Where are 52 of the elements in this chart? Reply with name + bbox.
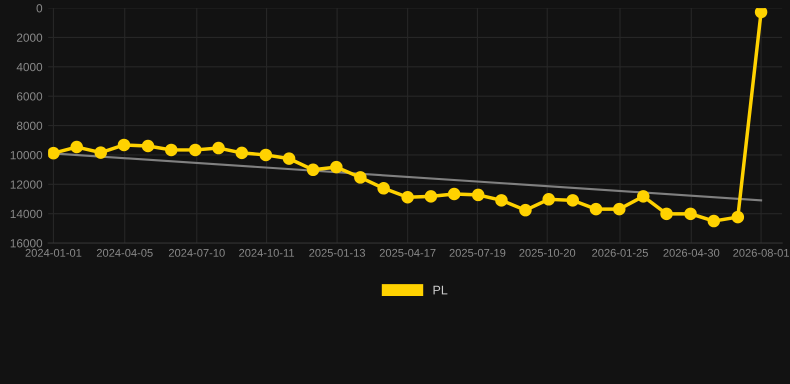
point bbox=[94, 146, 107, 159]
point bbox=[613, 202, 626, 216]
point bbox=[142, 140, 154, 152]
point bbox=[236, 146, 248, 160]
y-tick-label: 6000 bbox=[16, 92, 42, 101]
x-tick-label: 2024-10-11 bbox=[239, 248, 294, 257]
point bbox=[330, 160, 343, 174]
point bbox=[472, 188, 484, 202]
point bbox=[519, 204, 532, 216]
point bbox=[282, 152, 296, 165]
point bbox=[189, 144, 202, 156]
point bbox=[401, 190, 414, 204]
point bbox=[424, 190, 438, 203]
x-tick-label: 2024-07-10 bbox=[168, 248, 225, 257]
y-tick-label: 14000 bbox=[10, 210, 42, 218]
point bbox=[637, 190, 650, 203]
point bbox=[118, 138, 130, 152]
x-tick-label: 2026-01-25 bbox=[592, 248, 648, 257]
point bbox=[660, 208, 673, 220]
legend-label: PL bbox=[434, 286, 448, 294]
y-tick-label: 12000 bbox=[10, 180, 42, 189]
point bbox=[70, 140, 83, 154]
point bbox=[212, 142, 225, 154]
x-tick-label: 2025-04-17 bbox=[380, 248, 436, 257]
point bbox=[732, 210, 744, 224]
point bbox=[708, 214, 720, 228]
x-tick-label: 2025-10-20 bbox=[519, 248, 576, 257]
y-tick-label: 0 bbox=[36, 4, 42, 12]
point bbox=[260, 148, 272, 162]
point bbox=[684, 208, 697, 220]
point bbox=[48, 146, 60, 160]
x-tick-label: 2025-07-19 bbox=[450, 248, 506, 257]
point bbox=[165, 144, 178, 156]
y-tick-label: 4000 bbox=[16, 62, 42, 72]
point bbox=[354, 171, 367, 184]
point bbox=[754, 8, 768, 18]
point bbox=[495, 194, 508, 207]
point bbox=[590, 202, 602, 216]
x-tick-label: 2024-04-05 bbox=[96, 248, 153, 257]
x-tick-label: 2026-08-01 bbox=[733, 248, 789, 257]
y-tick-label: 10000 bbox=[10, 150, 42, 160]
point bbox=[566, 194, 579, 207]
point bbox=[377, 182, 390, 195]
point bbox=[448, 188, 460, 200]
y-tick-label: 16000 bbox=[10, 239, 42, 248]
x-tick-label: 2025-01-13 bbox=[309, 248, 366, 257]
point bbox=[306, 164, 320, 176]
point bbox=[542, 193, 555, 206]
x-tick-label: 2024-01-01 bbox=[26, 248, 82, 257]
y-tick-label: 2000 bbox=[16, 33, 42, 42]
x-tick-label: 2026-04-30 bbox=[663, 248, 720, 257]
y-tick-label: 8000 bbox=[16, 122, 42, 130]
